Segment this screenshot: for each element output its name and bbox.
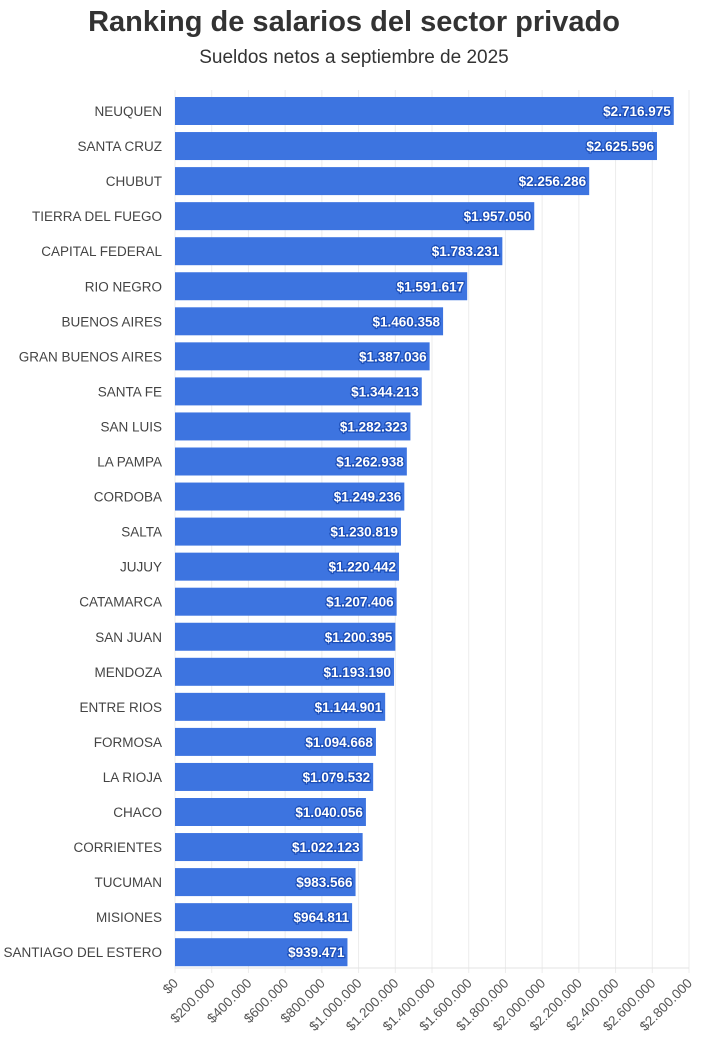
data-label: $2.625.596	[586, 139, 654, 154]
category-label: SAN JUAN	[95, 630, 162, 645]
data-label: $1.022.123	[292, 840, 360, 855]
bar	[175, 167, 590, 196]
category-label: CORDOBA	[94, 490, 162, 505]
category-label: CHUBUT	[106, 174, 162, 189]
bar	[175, 482, 405, 511]
data-label: $1.591.617	[397, 279, 465, 294]
bar	[175, 202, 535, 231]
category-label: TUCUMAN	[95, 875, 163, 890]
bar	[175, 447, 407, 476]
data-label: $1.079.532	[303, 770, 371, 785]
category-label: CAPITAL FEDERAL	[41, 244, 162, 259]
bar	[175, 622, 396, 651]
data-label: $964.811	[294, 910, 350, 925]
bar	[175, 692, 386, 721]
data-label: $1.094.668	[305, 735, 373, 750]
data-label: $1.040.056	[295, 805, 363, 820]
category-label: ENTRE RIOS	[79, 700, 162, 715]
category-label: SALTA	[121, 525, 162, 540]
data-label: $1.249.236	[334, 490, 402, 505]
category-label: CHACO	[113, 805, 162, 820]
bar	[175, 868, 356, 897]
data-label: $1.783.231	[432, 244, 500, 259]
bar	[175, 132, 657, 161]
data-label: $1.207.406	[326, 595, 394, 610]
x-tick-label: $0	[160, 976, 181, 997]
chart-subtitle: Sueldos netos a septiembre de 2025	[199, 47, 509, 68]
data-label: $2.256.286	[519, 174, 587, 189]
bar	[175, 762, 374, 791]
bar	[175, 307, 444, 336]
data-label: $1.200.395	[325, 630, 393, 645]
data-label: $1.957.050	[464, 209, 532, 224]
data-label: $1.460.358	[373, 314, 441, 329]
data-label: $983.566	[296, 875, 353, 890]
category-label: FORMOSA	[94, 735, 162, 750]
bar	[175, 552, 400, 581]
bar	[175, 377, 422, 406]
bar	[175, 342, 430, 371]
bar	[175, 727, 376, 756]
category-label: CATAMARCA	[79, 595, 162, 610]
category-label: GRAN BUENOS AIRES	[19, 349, 162, 364]
data-label: $1.262.938	[336, 455, 404, 470]
category-label: LA RIOJA	[103, 770, 162, 785]
bar	[175, 272, 468, 301]
bar	[175, 97, 674, 125]
bar	[175, 833, 363, 862]
bar	[175, 903, 353, 932]
category-label: SANTA CRUZ	[77, 139, 162, 154]
category-label: SANTIAGO DEL ESTERO	[3, 945, 162, 960]
bar	[175, 412, 411, 441]
bar	[175, 657, 395, 686]
category-label: LA PAMPA	[97, 455, 162, 470]
category-label: MENDOZA	[95, 665, 163, 680]
category-label: SAN LUIS	[100, 419, 162, 434]
data-label: $1.144.901	[315, 700, 383, 715]
data-label: $1.387.036	[359, 349, 427, 364]
category-label: BUENOS AIRES	[61, 314, 162, 329]
data-label: $1.282.323	[340, 419, 408, 434]
bar	[175, 938, 348, 967]
category-label: NEUQUEN	[94, 104, 162, 119]
chart-title: Ranking de salarios del sector privado	[88, 6, 620, 38]
data-label: $939.471	[288, 945, 345, 960]
data-label: $1.220.442	[328, 560, 396, 575]
category-label: JUJUY	[120, 560, 162, 575]
category-label: CORRIENTES	[73, 840, 162, 855]
data-label: $1.193.190	[323, 665, 391, 680]
bar	[175, 517, 401, 546]
category-label: RIO NEGRO	[85, 279, 162, 294]
bar	[175, 798, 366, 826]
data-label: $2.716.975	[603, 104, 671, 119]
category-label: TIERRA DEL FUEGO	[32, 209, 162, 224]
category-label: MISIONES	[96, 910, 162, 925]
data-label: $1.230.819	[330, 525, 398, 540]
category-label: SANTA FE	[98, 384, 162, 399]
bar	[175, 237, 503, 266]
data-label: $1.344.213	[351, 384, 419, 399]
bar	[175, 587, 397, 616]
